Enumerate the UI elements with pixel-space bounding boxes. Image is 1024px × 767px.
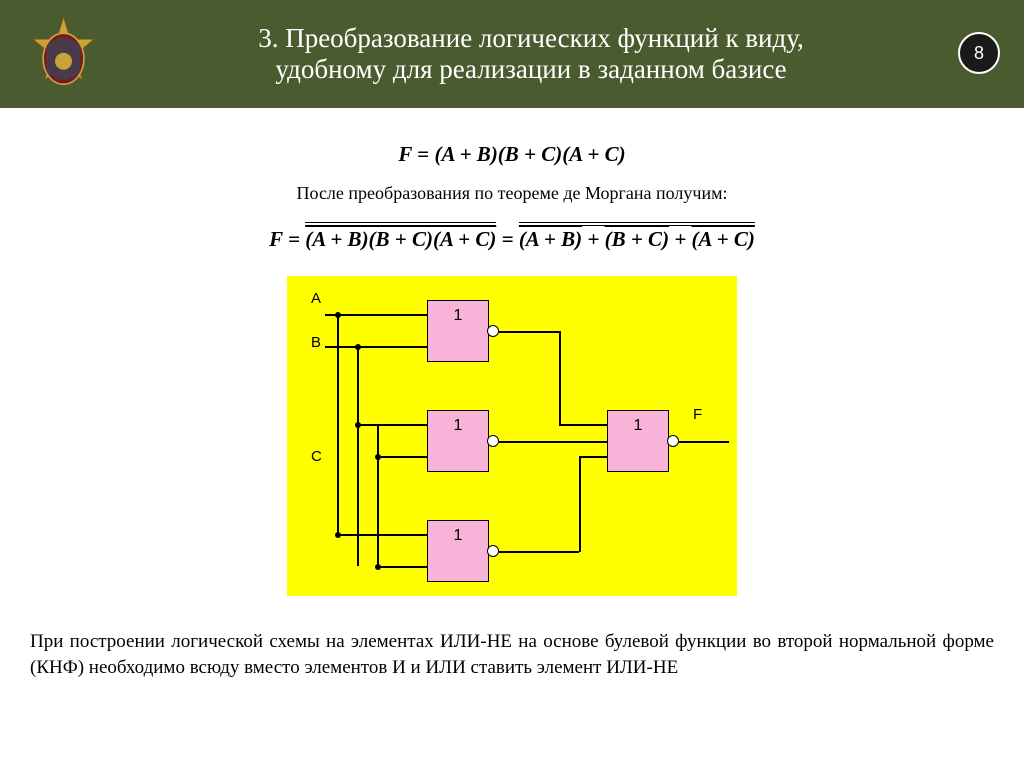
title-line-1: Преобразование логических функций к виду… <box>285 23 804 53</box>
inversion-bubble <box>487 545 499 557</box>
nor-gate-3: 1 <box>427 520 489 582</box>
wire <box>357 424 427 426</box>
f1-rhs: (A + B)(B + C)(A + C) <box>435 142 626 166</box>
rail-c <box>377 424 379 566</box>
wire <box>559 331 561 424</box>
inversion-bubble <box>487 325 499 337</box>
logic-circuit-diagram: A B C F <box>287 276 737 596</box>
wire <box>337 314 427 316</box>
slide-header: 3. Преобразование логических функций к в… <box>0 0 1024 108</box>
formula-original: F = (A + B)(B + C)(A + C) <box>30 142 994 167</box>
wire-output <box>679 441 729 443</box>
wire <box>579 456 607 458</box>
emblem-icon <box>18 9 108 99</box>
slide-title: 3. Преобразование логических функций к в… <box>108 23 1024 85</box>
f2-t2: (B + C) <box>605 227 669 251</box>
explanation-text: При построении логической схемы на элеме… <box>30 629 994 680</box>
input-label-a: A <box>311 290 321 307</box>
wire <box>579 456 581 552</box>
formula-transformed: F = (A + B)(B + C)(A + C) = (A + B) + (B… <box>30 222 994 252</box>
gate-label: 1 <box>454 417 463 435</box>
wire <box>325 346 359 348</box>
rail-b <box>357 346 359 566</box>
wire <box>357 346 427 348</box>
inversion-bubble <box>487 435 499 447</box>
f2-mid: (A + B)(B + C)(A + C) <box>305 227 496 251</box>
content-area: F = (A + B)(B + C)(A + C) После преобраз… <box>0 108 1024 680</box>
f2-lhs: F <box>269 227 283 251</box>
page-number-badge: 8 <box>958 32 1000 74</box>
gate-label: 1 <box>454 527 463 545</box>
input-label-c: C <box>311 448 322 465</box>
nor-gate-output: 1 <box>607 410 669 472</box>
f2-t3: (A + C) <box>692 227 755 251</box>
wire <box>499 551 579 553</box>
wire <box>499 441 607 443</box>
f1-lhs: F <box>398 142 412 166</box>
gate-label: 1 <box>454 307 463 325</box>
page-number: 8 <box>974 43 984 64</box>
input-label-b: B <box>311 334 321 351</box>
wire <box>377 566 427 568</box>
intro-text: После преобразования по теореме де Морга… <box>30 183 994 204</box>
title-number: 3. <box>258 23 278 53</box>
title-line-2: удобному для реализации в заданном базис… <box>275 54 786 84</box>
nor-gate-2: 1 <box>427 410 489 472</box>
wire <box>559 424 607 426</box>
wire <box>499 331 559 333</box>
f2-t1: (A + B) <box>519 227 582 251</box>
nor-gate-1: 1 <box>427 300 489 362</box>
wire <box>337 534 427 536</box>
wire <box>377 456 427 458</box>
output-label-f: F <box>693 406 702 423</box>
inversion-bubble <box>667 435 679 447</box>
gate-label: 1 <box>634 417 643 435</box>
